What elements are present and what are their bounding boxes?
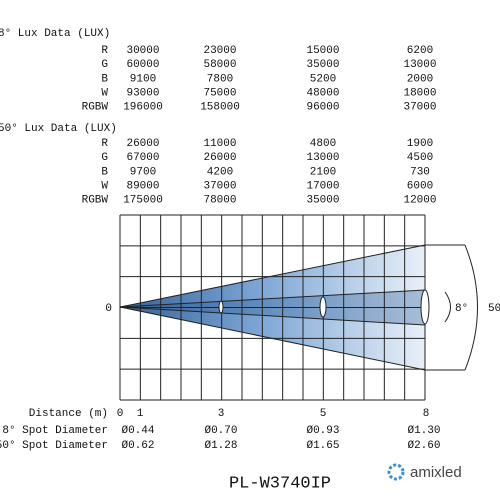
row-label: R — [101, 45, 108, 57]
lux-value: 26000 — [203, 152, 236, 164]
spot — [218, 300, 224, 314]
distance-value: 1 — [137, 408, 144, 420]
lux-value: 30000 — [126, 45, 159, 57]
table-title: 50° Lux Data (LUX) — [0, 123, 117, 135]
angle-arc — [444, 291, 451, 323]
beam-edge — [119, 306, 426, 326]
row-label: R — [101, 138, 108, 150]
lux-value: 4200 — [207, 166, 233, 178]
spot — [319, 296, 327, 318]
row-label: RGBW — [82, 195, 109, 207]
lux-value: 18000 — [403, 88, 436, 100]
lux-tables: 8° Lux Data (LUX) R 30000 23000 15000 6200 G 60… — [0, 28, 437, 207]
row-label: 50° Spot Diameter — [0, 440, 108, 452]
distance-value: 3 — [218, 408, 225, 420]
spot-value: Ø2.60 — [407, 440, 440, 452]
lux-value: 96000 — [306, 102, 339, 114]
logo: amixled — [387, 463, 462, 481]
spot-value: Ø1.65 — [306, 440, 339, 452]
lux-value: 35000 — [306, 59, 339, 71]
beam-edge — [119, 244, 426, 308]
row-label: G — [101, 152, 108, 164]
lux-value: 11000 — [203, 138, 236, 150]
lux-value: 6200 — [407, 45, 433, 57]
distance-value: 0 — [117, 408, 124, 420]
lux-value: 2000 — [407, 73, 433, 85]
lux-value: 93000 — [126, 88, 159, 100]
lux-value: 5200 — [310, 73, 336, 85]
spot-value: Ø1.28 — [204, 440, 237, 452]
row-label: W — [101, 181, 108, 193]
brand: amixled — [410, 464, 462, 481]
row-label: Distance (m) — [29, 408, 108, 420]
lux-value: 35000 — [306, 195, 339, 207]
logo-icon — [387, 463, 405, 481]
lux-value: 1900 — [407, 138, 433, 150]
lux-value: 37000 — [203, 181, 236, 193]
row-label: W — [101, 88, 108, 100]
lux-value: 48000 — [306, 88, 339, 100]
beam-diagram: 0 8° 50 — [105, 214, 500, 401]
row-label: B — [101, 73, 108, 85]
lux-value: 75000 — [203, 88, 236, 100]
distance-value: 8 — [423, 408, 430, 420]
lux-value: 13000 — [306, 152, 339, 164]
lux-value: 6000 — [407, 181, 433, 193]
lux-value: 4800 — [310, 138, 336, 150]
lux-value: 17000 — [306, 181, 339, 193]
lux-value: 26000 — [126, 138, 159, 150]
distance-value: 5 — [320, 408, 327, 420]
lux-value: 9700 — [130, 166, 156, 178]
angle-label: 8° — [455, 303, 468, 315]
lux-value: 37000 — [403, 102, 436, 114]
lux-value: 9100 — [130, 73, 156, 85]
model-name: PL-W3740IP — [229, 474, 331, 493]
lux-value: 7800 — [207, 73, 233, 85]
row-label: RGBW — [82, 102, 109, 114]
spot-value: Ø1.30 — [407, 425, 440, 437]
spot-value: Ø0.70 — [204, 425, 237, 437]
lux-value: 58000 — [203, 59, 236, 71]
lux-value: 89000 — [126, 181, 159, 193]
spot — [420, 289, 430, 325]
lux-value: 15000 — [306, 45, 339, 57]
table-title: 8° Lux Data (LUX) — [0, 28, 110, 40]
axis-zero: 0 — [105, 303, 112, 315]
lux-value: 60000 — [126, 59, 159, 71]
lux-value: 13000 — [403, 59, 436, 71]
lux-value: 158000 — [200, 102, 240, 114]
lux-value: 2100 — [310, 166, 336, 178]
spot-value: Ø0.44 — [121, 425, 154, 437]
row-label: G — [101, 59, 108, 71]
angle-label: 50 — [488, 303, 500, 315]
lux-value: 12000 — [403, 195, 436, 207]
spot-value: Ø0.62 — [121, 440, 154, 452]
row-label: 8° Spot Diameter — [2, 425, 108, 437]
lux-value: 196000 — [123, 102, 163, 114]
angle-arc — [464, 244, 478, 371]
spot-value: Ø0.93 — [306, 425, 339, 437]
lux-value: 730 — [410, 166, 430, 178]
lux-value: 175000 — [123, 195, 163, 207]
beam-edge — [119, 289, 426, 308]
lux-value: 4500 — [407, 152, 433, 164]
lux-value: 67000 — [126, 152, 159, 164]
grid — [119, 214, 426, 401]
lux-value: 23000 — [203, 45, 236, 57]
beam-edge — [119, 306, 426, 371]
lux-value: 78000 — [203, 195, 236, 207]
row-label: B — [101, 166, 108, 178]
distance-table: Distance (m) 0 1 3 5 8 8° Spot Diameter Ø0.44 Ø0… — [0, 408, 441, 452]
